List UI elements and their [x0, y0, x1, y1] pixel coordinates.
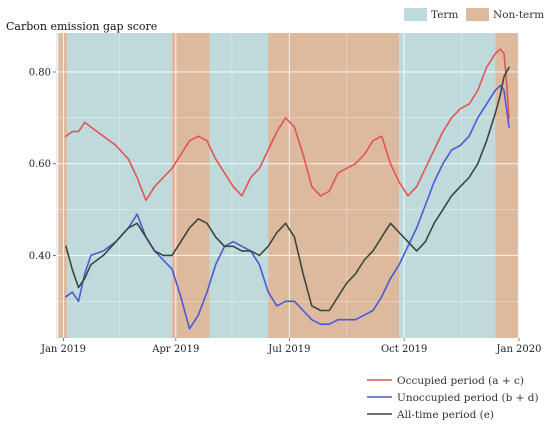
legend-label-all-time: All-time period (e) — [396, 409, 494, 421]
x-axis-ticks: Jan 2019 Apr 2019 Jul 2019 Oct 2019 Jan 2020 — [40, 338, 542, 355]
x-tick-label-1: Jan 2019 — [40, 344, 86, 355]
series-line-all-time-period-e — [65, 66, 510, 312]
series-line-occupied-period-a-c — [65, 48, 510, 202]
band-non-term-7 — [495, 33, 518, 338]
series-lines — [65, 48, 510, 330]
y-tick-label-1: 0.40 — [29, 251, 51, 262]
band-non-term-5 — [268, 33, 400, 338]
y-tick-label-3: 0.80 — [29, 67, 51, 78]
y-axis-label: Carbon emission gap score — [6, 20, 157, 33]
x-tick-label-2: Apr 2019 — [151, 344, 199, 355]
band-legend: Term Non-term — [404, 8, 544, 21]
band-term-6 — [399, 33, 496, 338]
x-tick-label-5: Jan 2020 — [495, 344, 541, 355]
band-non-term-1 — [58, 33, 68, 338]
legend-label-occupied: Occupied period (a + c) — [397, 375, 524, 387]
x-tick-label-4: Oct 2019 — [381, 344, 427, 355]
y-tick-label-2: 0.60 — [29, 159, 51, 170]
series-legend: Occupied period (a + c) Unoccupied perio… — [367, 375, 539, 421]
legend-label-non-term: Non-term — [493, 9, 544, 21]
band-term-4 — [209, 33, 269, 338]
legend-label-term: Term — [431, 9, 458, 21]
series-line-unoccupied-period-b-d — [65, 84, 510, 330]
period-bands — [58, 33, 518, 338]
legend-swatch-term — [404, 8, 427, 21]
y-axis-ticks: 0.40 0.60 0.80 — [29, 67, 56, 262]
band-non-term-3 — [172, 33, 210, 338]
legend-swatch-non-term — [466, 8, 489, 21]
x-tick-label-3: Jul 2019 — [267, 344, 310, 355]
legend-label-unoccupied: Unoccupied period (b + d) — [397, 392, 539, 404]
